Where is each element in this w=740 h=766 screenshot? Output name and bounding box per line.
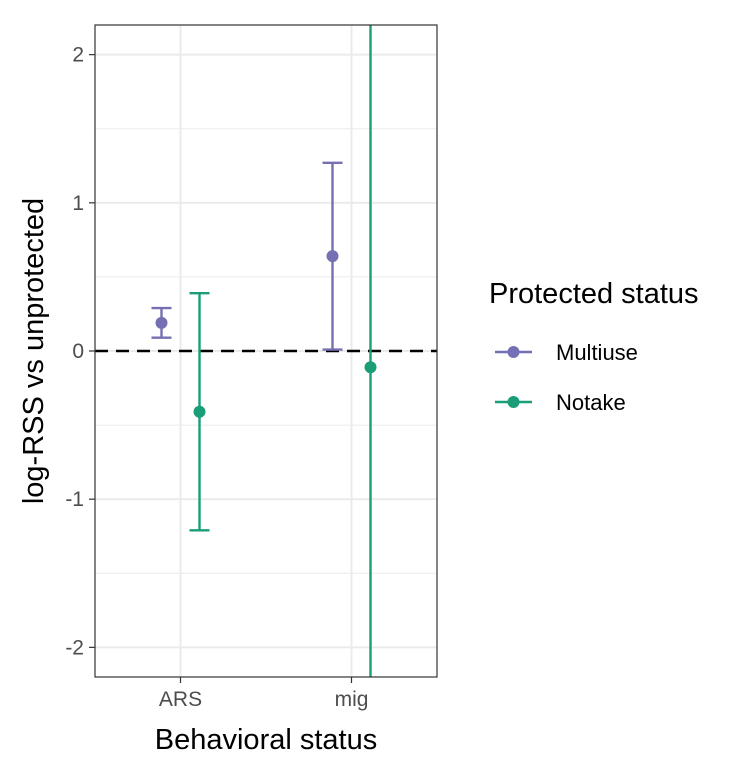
errorbar-notake-ars bbox=[189, 292, 210, 532]
legend: Protected status Multiuse Notake bbox=[489, 278, 699, 415]
point-notake-mig bbox=[364, 361, 377, 374]
axes: -2 -1 0 1 2 ARS mig bbox=[65, 44, 368, 711]
legend-title: Protected status bbox=[489, 278, 699, 310]
y-tick-label: 2 bbox=[72, 44, 84, 67]
legend-key-point bbox=[507, 396, 520, 408]
y-tick-label: 0 bbox=[72, 340, 84, 363]
legend-label: Notake bbox=[556, 390, 626, 415]
legend-item-notake: Notake bbox=[495, 390, 626, 415]
x-axis-title: Behavioral status bbox=[155, 724, 377, 756]
errorbar-multiuse-mig bbox=[322, 161, 343, 351]
errorbar-multiuse-ars bbox=[151, 306, 172, 339]
legend-item-multiuse: Multiuse bbox=[495, 340, 638, 365]
errorbar-notake-mig bbox=[364, 25, 377, 677]
legend-label: Multiuse bbox=[556, 340, 638, 365]
y-tick-label: 1 bbox=[72, 192, 84, 215]
y-tick-label: -2 bbox=[65, 636, 84, 659]
point-multiuse-mig bbox=[326, 250, 339, 263]
point-notake-ars bbox=[193, 405, 206, 418]
x-tick-label-ars: ARS bbox=[159, 688, 202, 711]
data-marks bbox=[151, 25, 377, 677]
legend-key-point bbox=[507, 346, 520, 358]
x-tick-label-mig: mig bbox=[335, 688, 369, 711]
y-axis-title: log-RSS vs unprotected bbox=[18, 198, 50, 504]
y-tick-label: -1 bbox=[65, 488, 84, 511]
point-multiuse-ars bbox=[155, 316, 168, 329]
